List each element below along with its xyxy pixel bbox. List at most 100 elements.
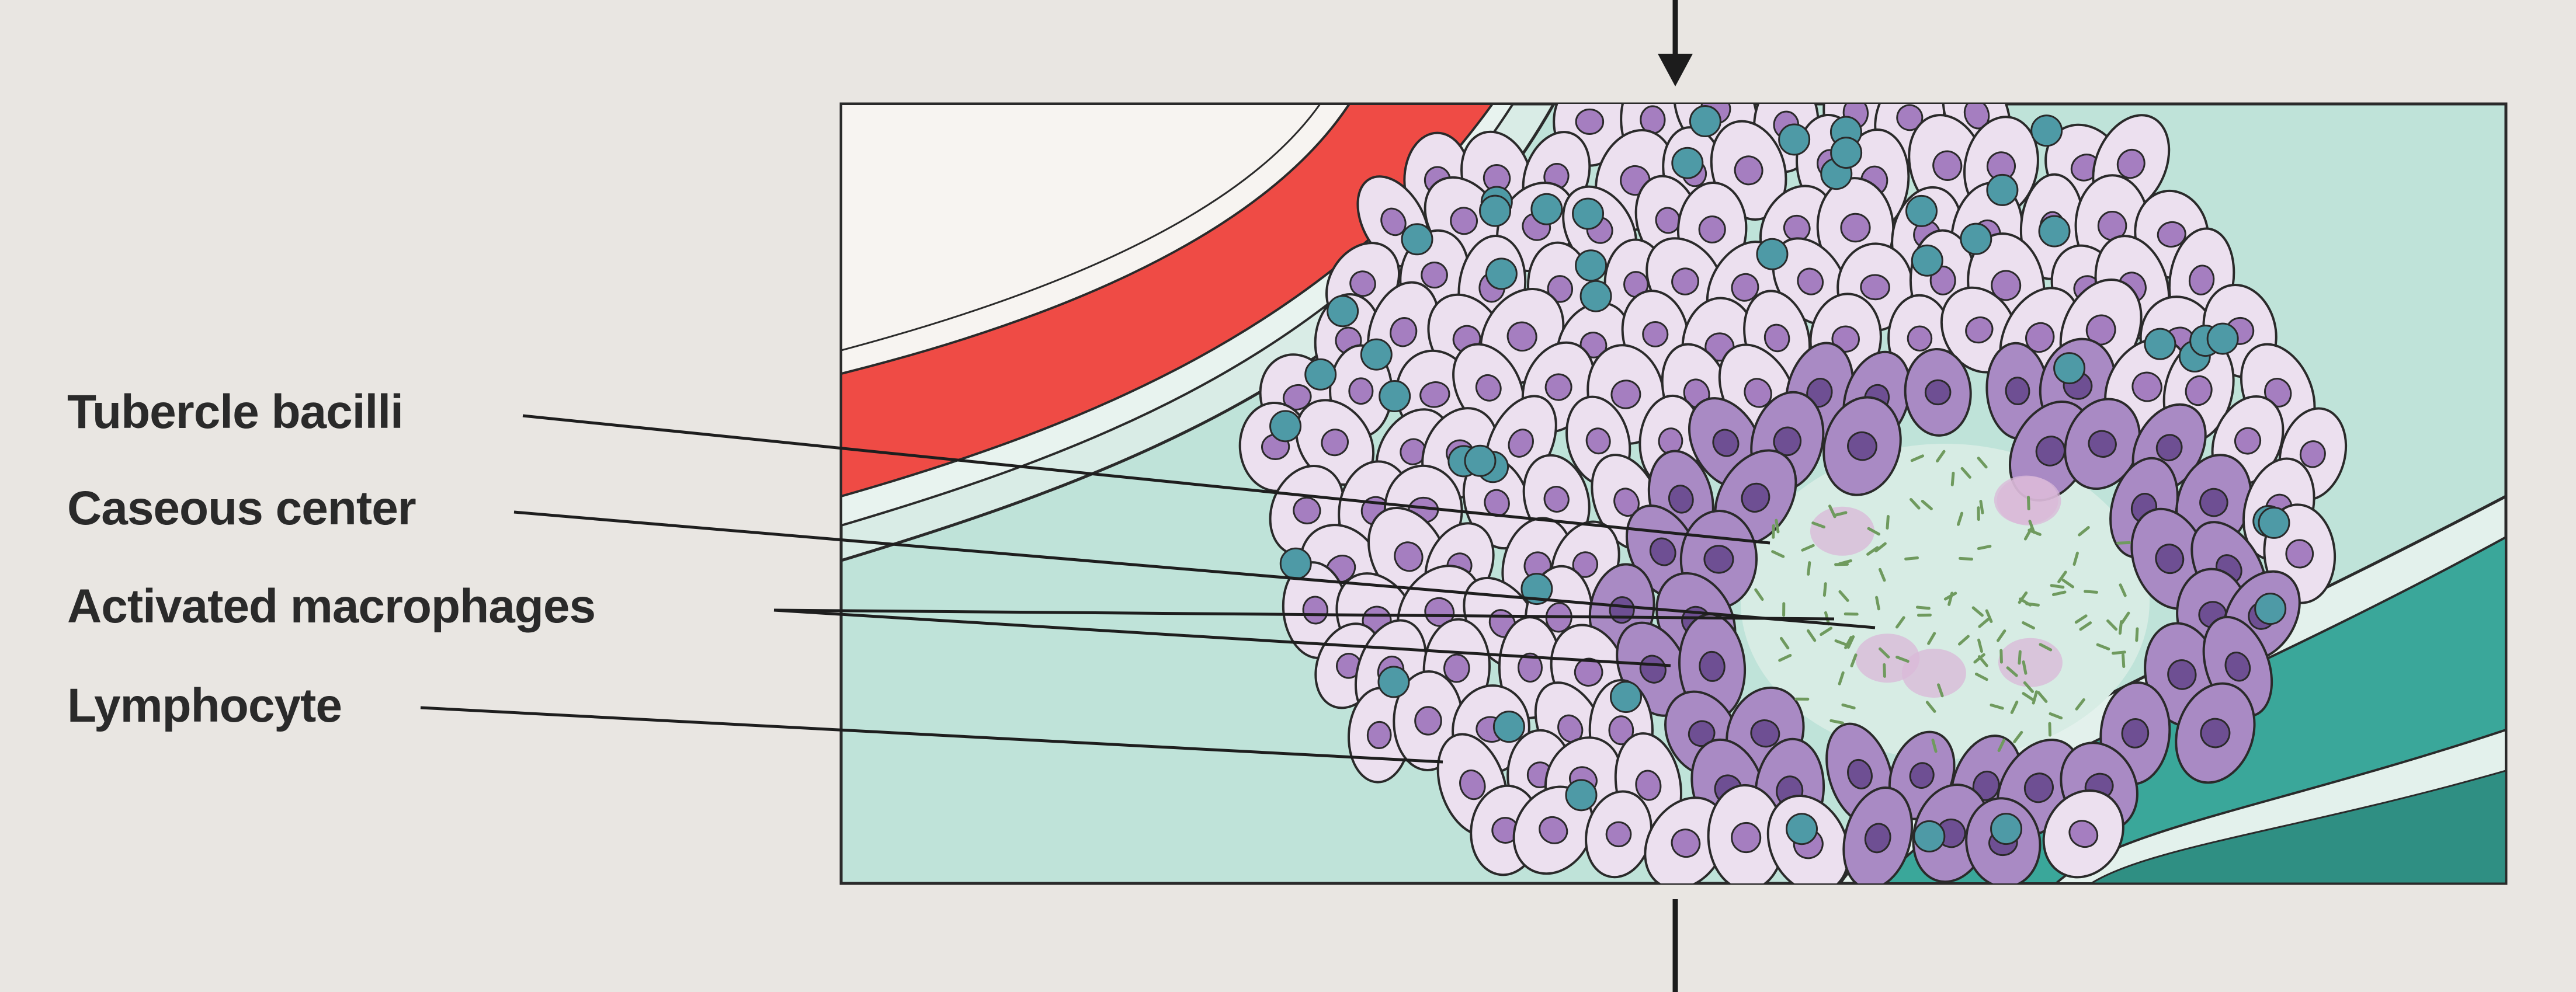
tubercle-bacillus xyxy=(2119,583,2127,597)
tubercle-bacillus xyxy=(1960,467,1971,479)
tubercle-bacillus xyxy=(1904,556,1919,561)
tubercle-bacillus xyxy=(2022,660,2028,675)
tubercle-bacillus xyxy=(1779,636,1790,650)
lymphocyte-cell xyxy=(1360,338,1393,371)
tubercle-bacillus xyxy=(1778,653,1792,662)
lymphocyte-cell xyxy=(1279,547,1312,580)
tubercle-bacillus xyxy=(1838,671,1845,685)
lymphocyte-cell xyxy=(1579,280,1612,312)
tubercle-bacillus xyxy=(1957,635,1970,646)
lymphocyte-cell xyxy=(1572,197,1605,230)
tubercle-bacillus xyxy=(1829,719,1844,725)
tubercle-bacillus xyxy=(2111,650,2126,655)
lymphocyte-cell xyxy=(1778,123,1811,156)
lymphocyte-cell xyxy=(1575,249,1608,282)
lymphocyte-cell xyxy=(1479,194,1512,227)
tubercle-bacillus xyxy=(2057,570,2067,583)
lymphocyte-cell xyxy=(1401,223,1433,256)
lymphocyte-cell xyxy=(1492,711,1525,743)
lymphocyte-cell xyxy=(1327,295,1359,328)
tubercle-bacillus xyxy=(1959,556,1973,561)
tubercle-bacillus xyxy=(1956,511,1964,526)
tubercle-bacillus xyxy=(1772,524,1775,539)
tubercle-bacillus xyxy=(2023,681,2035,693)
lymphocyte-cell xyxy=(1530,193,1563,225)
tubercle-bacillus xyxy=(1999,649,2003,664)
tubercle-bacillus xyxy=(2013,730,2023,743)
lymphocyte-cell xyxy=(1830,137,1863,169)
label-tubercle-bacilli: Tubercle bacilli xyxy=(67,385,404,438)
tubercle-bacillus xyxy=(2022,692,2035,702)
tubercle-bacillus xyxy=(1886,515,1890,530)
lymphocyte-cell xyxy=(1911,244,1943,277)
leader-line-lymphocyte xyxy=(420,706,1443,764)
tubercle-bacillus xyxy=(2084,590,2099,594)
tubercle-bacillus xyxy=(1950,471,1955,486)
bacilli-layer xyxy=(1754,450,2139,753)
tubercle-bacillus xyxy=(1931,739,1938,753)
tubercle-bacillus xyxy=(2051,590,2067,596)
label-lymphocyte: Lymphocyte xyxy=(67,679,342,732)
tubercle-bacillus xyxy=(1971,606,1984,617)
lymphocyte-cell xyxy=(2030,114,2063,147)
lymphocyte-cell xyxy=(1464,444,1497,477)
leader-line-caseous-center xyxy=(513,510,1876,629)
tubercle-bacillus xyxy=(1973,653,1985,664)
tubercle-bacillus xyxy=(1838,590,1849,602)
epithelioid-cell xyxy=(1585,790,1652,879)
tubercle-bacillus xyxy=(2118,620,2123,635)
activated-macrophage xyxy=(1904,347,1972,437)
tubercle-bacillus xyxy=(2075,698,2085,711)
lymphocyte-cell xyxy=(1689,105,1721,138)
tubercle-bacillus xyxy=(2026,496,2030,511)
tubercle-bacillus xyxy=(1875,596,1880,611)
lymphocyte-cell xyxy=(1990,813,2023,845)
cell-debris xyxy=(1810,506,1874,556)
lymphocyte-cell xyxy=(1986,173,2019,206)
tubercle-bacillus xyxy=(1879,647,1890,659)
lymphocyte-cell xyxy=(1269,410,1302,443)
tubercle-bacillus xyxy=(2049,712,2063,720)
activated-macrophage xyxy=(1822,396,1902,496)
tubercle-bacillus xyxy=(1806,629,1817,642)
lymphocyte-cell xyxy=(1671,147,1704,179)
tubercle-bacillus xyxy=(1895,616,1905,629)
lymphocyte-cell xyxy=(1485,257,1518,290)
tubercle-bacillus xyxy=(2050,584,2065,589)
top-arrow-icon xyxy=(1658,0,1693,86)
tubercle-bacillus xyxy=(1874,542,1887,553)
tubercle-bacillus xyxy=(2074,614,2088,624)
lymphocyte-cell xyxy=(2053,352,2086,385)
tubercle-bacillus xyxy=(1927,632,1936,645)
leader-lines xyxy=(420,414,1876,764)
lymphocyte-cell xyxy=(2206,322,2239,355)
tubercle-bacillus xyxy=(2096,643,2110,650)
tubercle-bacillus xyxy=(2061,579,2075,589)
tubercle-bacillus xyxy=(1846,635,1855,649)
tubercle-bacillus xyxy=(1883,663,1886,678)
tubercle-bacillus xyxy=(2037,691,2048,703)
tubercle-bacillus xyxy=(1841,703,1856,709)
tubercle-bacillus xyxy=(1910,497,1921,510)
tubercle-bacillus xyxy=(1985,609,1993,623)
tubercle-bacillus xyxy=(1915,605,1931,610)
lymphocyte-cell xyxy=(1304,358,1337,391)
tubercle-bacillus xyxy=(1833,511,1848,517)
tubercle-bacillus xyxy=(2023,527,2033,541)
cell-debris xyxy=(1998,638,2063,687)
tubercle-bacillus xyxy=(1822,582,1827,597)
lymphocyte-cell xyxy=(1379,380,1411,413)
tubercle-bacillus xyxy=(1775,518,1780,534)
tubercle-bacillus xyxy=(1990,703,2004,710)
tubercle-bacillus xyxy=(2079,621,2092,631)
tubercle-bacillus xyxy=(1811,521,1826,529)
tubercle-bacillus xyxy=(1850,653,1858,667)
lymphocyte-cell xyxy=(1960,222,1992,255)
tubercle-bacillus xyxy=(1936,450,1946,463)
lymphocyte-cell xyxy=(2258,506,2290,539)
tubercle-bacillus xyxy=(1866,546,1879,556)
activated-macrophage xyxy=(2175,682,2256,784)
tubercle-bacillus xyxy=(1834,639,1849,647)
lymphocyte-cell xyxy=(1786,813,1818,845)
tubercle-bacillus xyxy=(2018,650,2022,665)
